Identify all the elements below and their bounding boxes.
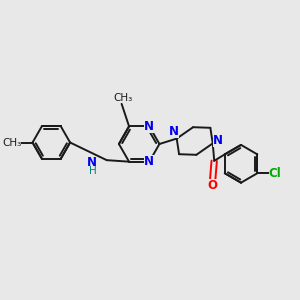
- Text: H: H: [89, 166, 97, 176]
- Text: N: N: [86, 156, 96, 169]
- Text: N: N: [144, 155, 154, 168]
- Text: N: N: [213, 134, 223, 147]
- Text: CH₃: CH₃: [113, 93, 133, 103]
- Text: N: N: [169, 125, 179, 139]
- Text: O: O: [208, 179, 218, 192]
- Text: CH₃: CH₃: [2, 137, 21, 148]
- Text: N: N: [144, 120, 154, 133]
- Text: Cl: Cl: [269, 167, 281, 180]
